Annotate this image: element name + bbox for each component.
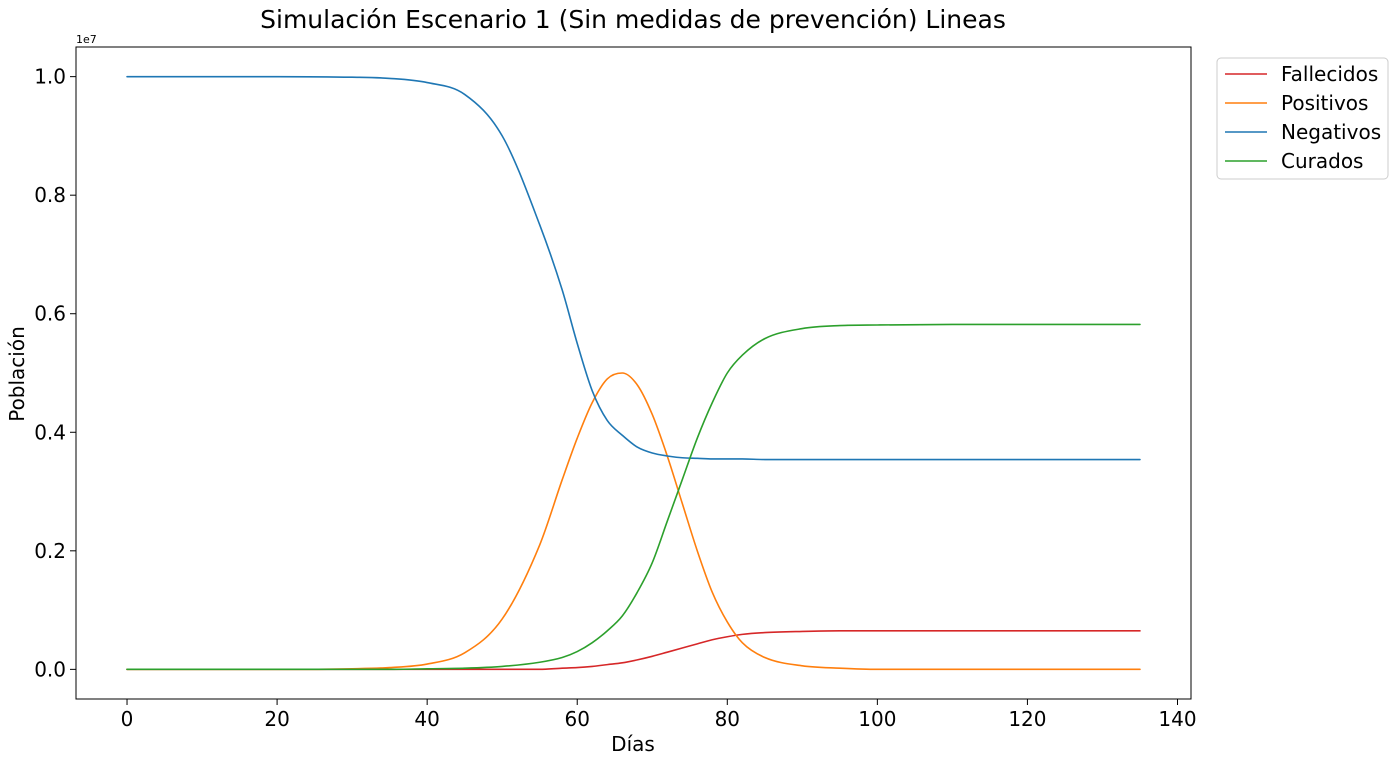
y-axis-ticks: 0.0 0.2 0.4 0.6 0.8 1.0 [34, 65, 76, 681]
x-axis-label: Días [611, 732, 655, 756]
x-tick-label: 20 [264, 707, 289, 731]
y-axis-offset-label: 1e7 [76, 33, 97, 46]
legend-label-negativos: Negativos [1281, 120, 1381, 144]
legend-label-fallecidos: Fallecidos [1281, 62, 1378, 86]
legend-box [1216, 57, 1389, 180]
series-line-negativos [126, 75, 1141, 461]
plot-frame [75, 46, 1192, 700]
x-tick-label: 100 [858, 707, 896, 731]
x-tick-label: 60 [564, 707, 589, 731]
legend-label-curados: Curados [1281, 149, 1363, 173]
y-axis-label: Población [5, 326, 29, 422]
x-tick-label: 40 [414, 707, 439, 731]
x-tick-label: 140 [1158, 707, 1196, 731]
y-tick-label: 0.6 [34, 302, 66, 326]
y-tick-label: 0.0 [34, 657, 66, 681]
series-lines [126, 75, 1141, 671]
x-tick-label: 120 [1008, 707, 1046, 731]
legend: Fallecidos Positivos Negativos Curados [1216, 57, 1389, 180]
legend-label-positivos: Positivos [1281, 91, 1368, 115]
x-tick-label: 80 [715, 707, 740, 731]
y-tick-label: 0.4 [34, 420, 66, 444]
y-tick-label: 1.0 [34, 65, 66, 89]
y-tick-label: 0.8 [34, 183, 66, 207]
series-line-positivos [126, 372, 1141, 671]
y-tick-label: 0.2 [34, 539, 66, 563]
chart-title: Simulación Escenario 1 (Sin medidas de p… [260, 5, 1006, 34]
x-tick-label: 0 [121, 707, 134, 731]
series-line-curados [126, 323, 1141, 671]
x-axis-ticks: 0 20 40 60 80 100 120 140 [121, 699, 1197, 731]
